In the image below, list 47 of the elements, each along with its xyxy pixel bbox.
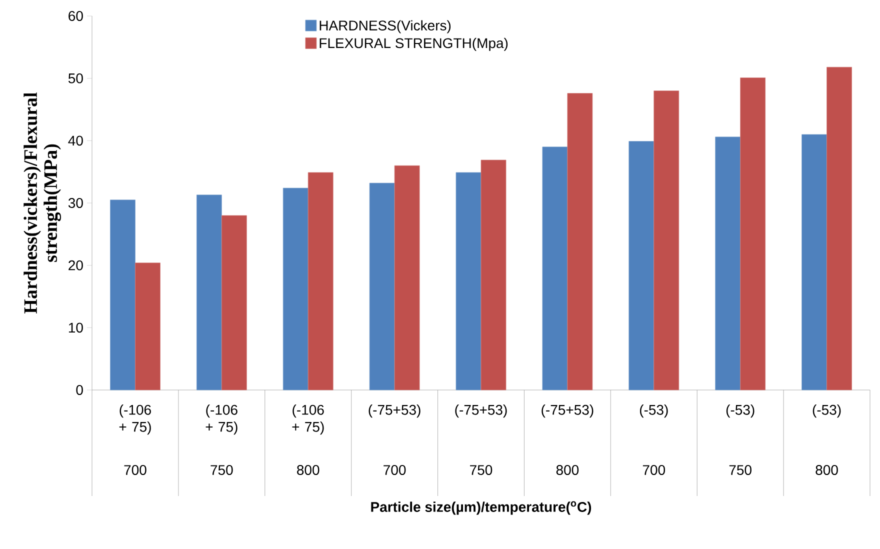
x-tick-label: (-106 + 75) bbox=[206, 404, 238, 435]
x-tick-label: (-106 + 75) bbox=[292, 404, 324, 435]
text: 800 bbox=[556, 465, 579, 475]
legend-label: FLEXURAL STRENGTH(Mpa) bbox=[320, 38, 508, 51]
bar bbox=[802, 134, 827, 390]
text: 700 bbox=[124, 465, 146, 475]
y-tick-label: 50 bbox=[68, 73, 83, 84]
x-tick-label: (-53) bbox=[726, 404, 754, 418]
y-axis-title: Hardness(vickers)/Flexural strength(MPa) bbox=[24, 92, 62, 314]
bar bbox=[221, 215, 247, 390]
text: 750 bbox=[729, 465, 752, 475]
text: 700 bbox=[384, 465, 406, 475]
legend-label: HARDNESS(Vickers) bbox=[320, 20, 451, 34]
bar bbox=[480, 160, 506, 390]
x-axis-title: Particle size(µm)/temperature($^{o}$C) bbox=[371, 501, 592, 515]
text: 800 bbox=[816, 465, 838, 475]
bar bbox=[394, 165, 420, 390]
bar bbox=[826, 66, 852, 390]
bar bbox=[542, 146, 568, 390]
x-tick-label: (-53) bbox=[640, 404, 668, 418]
bar bbox=[740, 78, 766, 390]
text: 700 bbox=[642, 465, 666, 475]
bar bbox=[369, 182, 395, 390]
bar bbox=[135, 262, 160, 390]
bar bbox=[654, 90, 680, 390]
x-tick-label: (-106 + 75) bbox=[119, 404, 151, 435]
y-tick-label: 0 bbox=[76, 385, 83, 395]
bar bbox=[308, 172, 334, 390]
y-tick-label: 30 bbox=[68, 198, 83, 208]
x-tick-label: (-53) bbox=[812, 404, 841, 418]
text: 800 bbox=[297, 465, 320, 475]
x-tick-label: (-75+53) bbox=[368, 404, 420, 418]
bar bbox=[715, 136, 741, 390]
text: 750 bbox=[210, 465, 233, 475]
bar bbox=[282, 188, 308, 390]
text: 750 bbox=[470, 465, 492, 475]
bar bbox=[196, 194, 222, 390]
y-tick-label: 40 bbox=[68, 136, 83, 146]
bar bbox=[456, 172, 482, 390]
bar bbox=[628, 141, 654, 390]
x-tick-label: (-75+53) bbox=[542, 404, 594, 418]
y-tick-label: 10 bbox=[68, 322, 83, 333]
bar bbox=[110, 200, 136, 390]
y-tick-label: 20 bbox=[68, 260, 83, 270]
bar bbox=[567, 93, 593, 390]
x-tick-label: (-75+53) bbox=[455, 404, 507, 418]
y-tick-label: 60 bbox=[68, 11, 83, 21]
